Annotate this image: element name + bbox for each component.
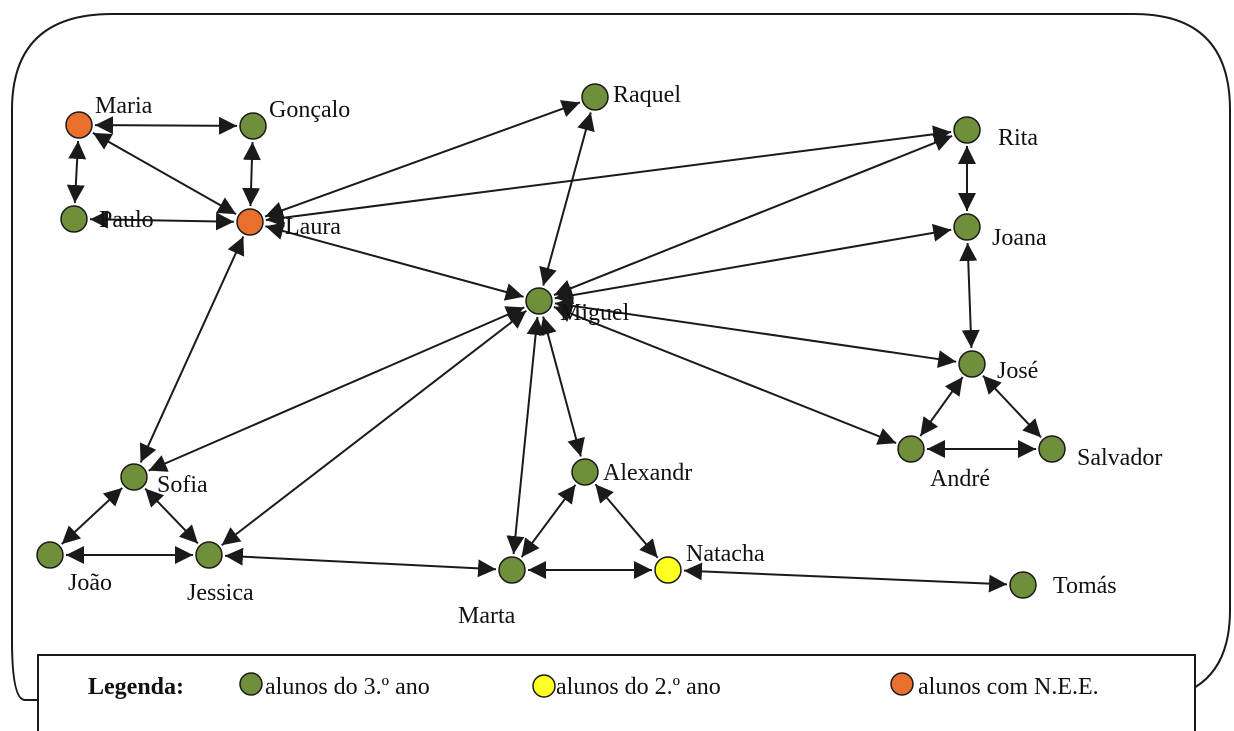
- edge-joana-miguel: [554, 223, 952, 305]
- edge-jessica-marta: [224, 547, 497, 578]
- node-salvador: [1038, 435, 1066, 463]
- edge-jose-salvador: [982, 374, 1042, 439]
- node-label-rita: Rita: [998, 125, 1038, 151]
- node-label-andre: André: [930, 466, 990, 492]
- node-tomas: [1009, 571, 1037, 599]
- node-label-joana: Joana: [992, 225, 1047, 251]
- node-label-tomas: Tomás: [1053, 573, 1117, 599]
- legend-swatch-third-year: [239, 672, 263, 696]
- edge-miguel-sofia: [148, 306, 525, 472]
- legend-box: [37, 654, 1196, 731]
- edge-miguel-alexandr: [539, 316, 585, 457]
- edge-alexandr-natacha: [594, 483, 659, 559]
- node-label-laura: Laura: [285, 214, 341, 240]
- legend-label-nee: alunos com N.E.E.: [918, 674, 1099, 700]
- node-goncalo: [239, 112, 267, 140]
- edge-maria-goncalo: [94, 116, 238, 135]
- legend-label-second-year: alunos do 2.º ano: [556, 674, 721, 700]
- legend-label-third-year: alunos do 3.º ano: [265, 674, 430, 700]
- node-label-alexandr: Alexandr: [603, 460, 692, 486]
- edge-sofia-joao: [61, 487, 123, 545]
- edge-paulo-laura: [89, 210, 235, 231]
- edge-jose-andre: [919, 376, 964, 437]
- node-sofia: [120, 463, 148, 491]
- node-label-natacha: Natacha: [686, 541, 765, 567]
- node-label-salvador: Salvador: [1077, 445, 1162, 471]
- node-label-jose: José: [997, 358, 1038, 384]
- edge-joana-jose: [959, 242, 980, 349]
- edge-alexandr-marta: [520, 484, 577, 558]
- edge-miguel-marta: [506, 316, 545, 555]
- node-maria: [65, 111, 93, 139]
- node-raquel: [581, 83, 609, 111]
- node-miguel: [525, 287, 553, 315]
- edge-laura-rita: [265, 125, 952, 227]
- edge-miguel-jessica: [221, 309, 527, 547]
- nodes-layer: Maria Gonçalo Paulo Laura Raquel Rita Joana Mig…: [36, 82, 1162, 629]
- legend: Legenda: alunos do 3.º ano alunos do 2.º…: [37, 654, 1196, 731]
- edge-maria-paulo: [66, 140, 87, 204]
- legend-swatch-nee: [890, 672, 914, 696]
- edge-laura-sofia: [139, 236, 245, 463]
- node-label-miguel: Miguel: [560, 300, 630, 326]
- node-label-joao: João: [68, 570, 112, 596]
- edge-andre-miguel: [553, 305, 897, 445]
- node-label-marta: Marta: [458, 603, 516, 629]
- node-label-sofia: Sofia: [157, 472, 208, 498]
- legend-title: Legenda:: [88, 674, 184, 700]
- edge-sofia-jessica: [144, 487, 199, 545]
- legend-swatch-second-year: [532, 674, 556, 698]
- diagram-frame: [11, 13, 1231, 701]
- node-andre: [897, 435, 925, 463]
- node-rita: [953, 116, 981, 144]
- node-label-paulo: Paulo: [99, 207, 154, 233]
- node-joao: [36, 541, 64, 569]
- edge-rita-miguel: [553, 134, 953, 297]
- edges-layer: [61, 100, 1042, 593]
- node-joana: [953, 213, 981, 241]
- edge-raquel-miguel: [539, 112, 595, 286]
- node-alexandr: [571, 458, 599, 486]
- node-laura: [236, 208, 264, 236]
- edge-natacha-tomas: [683, 562, 1008, 593]
- node-label-jessica: Jessica: [187, 580, 254, 606]
- edge-laura-miguel: [265, 222, 524, 301]
- node-natacha: [654, 556, 682, 584]
- node-label-goncalo: Gonçalo: [269, 97, 350, 123]
- node-jose: [958, 350, 986, 378]
- node-label-maria: Maria: [95, 93, 153, 119]
- node-marta: [498, 556, 526, 584]
- node-label-raquel: Raquel: [613, 82, 681, 108]
- node-paulo: [60, 205, 88, 233]
- node-jessica: [195, 541, 223, 569]
- edge-maria-laura: [92, 132, 237, 215]
- edge-goncalo-laura: [242, 141, 261, 207]
